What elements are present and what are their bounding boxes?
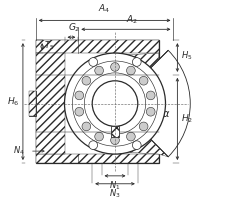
Circle shape bbox=[139, 76, 147, 85]
Text: $T_5$: $T_5$ bbox=[44, 39, 54, 52]
Polygon shape bbox=[114, 104, 167, 157]
Text: $H_6$: $H_6$ bbox=[7, 95, 20, 108]
Text: $\alpha$: $\alpha$ bbox=[161, 110, 169, 120]
Polygon shape bbox=[36, 154, 158, 163]
Circle shape bbox=[139, 122, 147, 131]
Text: $H_5$: $H_5$ bbox=[180, 49, 192, 62]
Circle shape bbox=[94, 66, 103, 75]
Bar bbox=[29, 91, 36, 116]
Circle shape bbox=[88, 58, 97, 66]
Text: $A_4$: $A_4$ bbox=[98, 3, 110, 16]
Polygon shape bbox=[114, 50, 167, 104]
Circle shape bbox=[110, 136, 119, 145]
Circle shape bbox=[82, 122, 90, 131]
Text: $H_2$: $H_2$ bbox=[180, 113, 193, 125]
Circle shape bbox=[75, 91, 83, 100]
Circle shape bbox=[88, 141, 97, 150]
Circle shape bbox=[75, 107, 83, 116]
Text: $A_2$: $A_2$ bbox=[125, 13, 137, 26]
Text: $N_4$: $N_4$ bbox=[13, 145, 25, 157]
Bar bbox=[36, 40, 158, 163]
Wedge shape bbox=[114, 50, 189, 157]
Circle shape bbox=[82, 76, 90, 85]
Polygon shape bbox=[29, 91, 36, 116]
Circle shape bbox=[126, 132, 135, 141]
Bar bbox=[111, 126, 118, 137]
Polygon shape bbox=[36, 53, 64, 154]
Text: $N_3$: $N_3$ bbox=[109, 188, 120, 200]
Circle shape bbox=[146, 107, 154, 116]
Text: $G_2$: $G_2$ bbox=[68, 21, 80, 34]
Circle shape bbox=[92, 81, 137, 126]
Polygon shape bbox=[36, 40, 158, 53]
Circle shape bbox=[94, 132, 103, 141]
Circle shape bbox=[64, 53, 165, 154]
Circle shape bbox=[126, 66, 135, 75]
Text: $N_1$: $N_1$ bbox=[109, 180, 120, 192]
Circle shape bbox=[132, 141, 141, 150]
Circle shape bbox=[110, 63, 119, 71]
Bar bbox=[111, 126, 118, 137]
Circle shape bbox=[132, 58, 141, 66]
Circle shape bbox=[146, 91, 154, 100]
Text: $B_2$: $B_2$ bbox=[151, 93, 162, 106]
